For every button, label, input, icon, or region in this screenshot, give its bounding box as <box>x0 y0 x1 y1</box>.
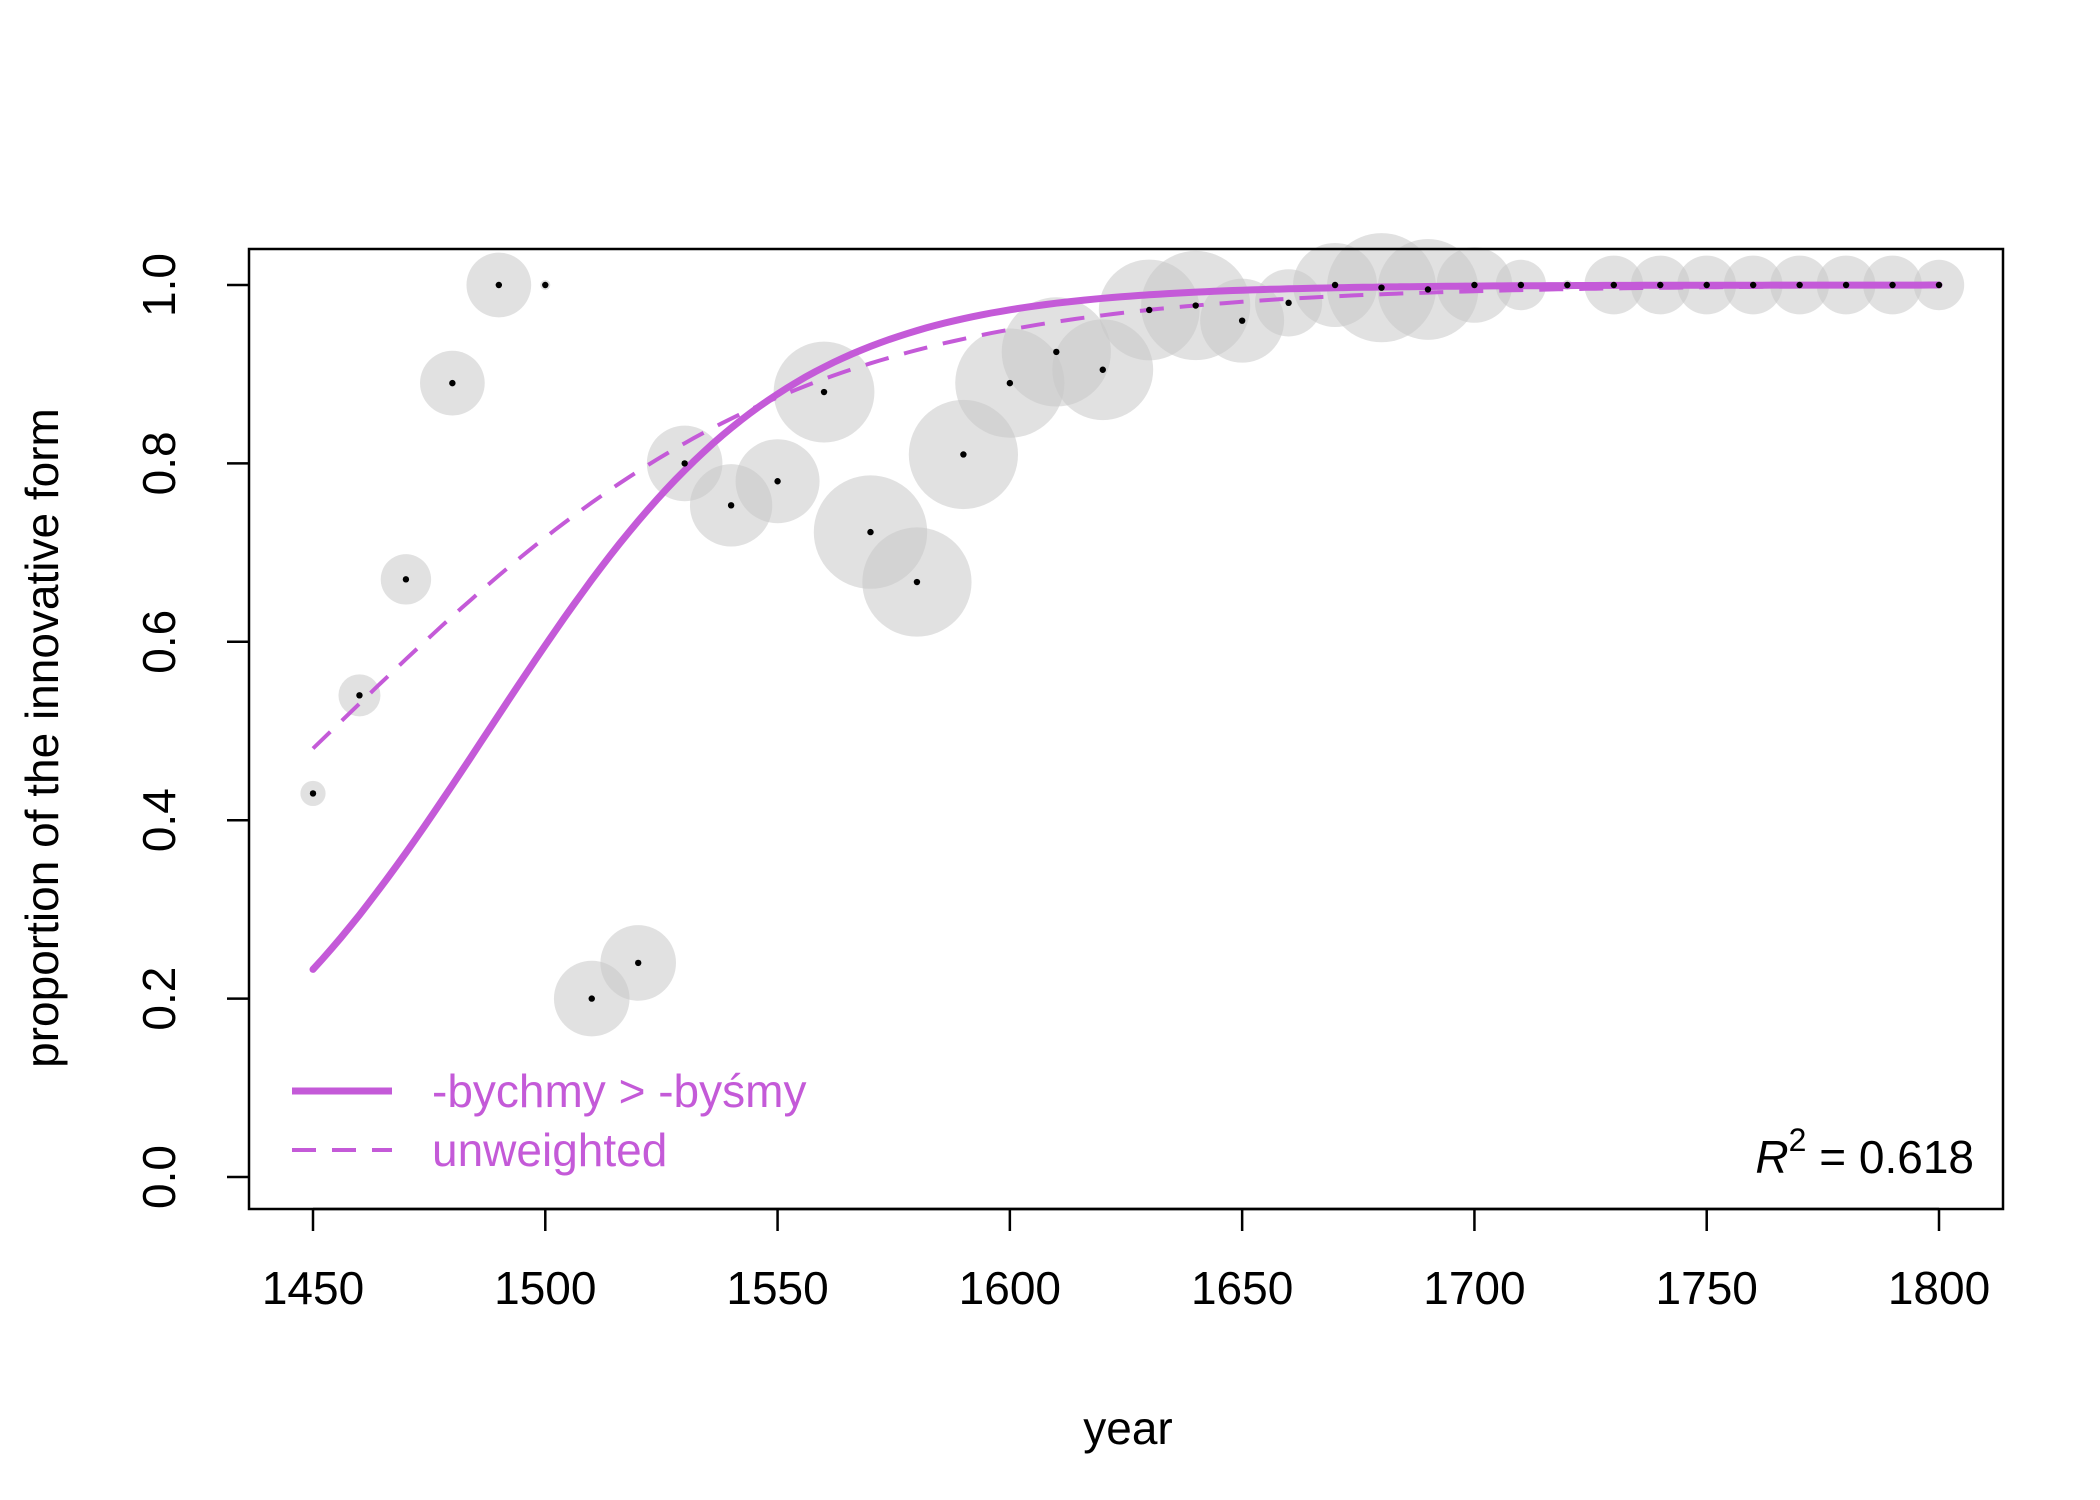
r-squared-annotation: R2 = 0.618 <box>1755 1122 1974 1183</box>
data-point <box>309 790 317 797</box>
data-point <box>1238 317 1246 324</box>
y-tick-label: 0.0 <box>133 1145 185 1209</box>
x-tick-label: 1550 <box>726 1262 828 1314</box>
data-point <box>1378 284 1385 291</box>
data-point <box>820 388 828 396</box>
x-tick-label: 1700 <box>1423 1262 1525 1314</box>
data-point <box>402 576 410 583</box>
data-point <box>542 281 549 289</box>
x-tick-label: 1800 <box>1888 1262 1990 1314</box>
data-point <box>1192 302 1199 309</box>
data-point <box>913 578 921 586</box>
data-point <box>1331 281 1339 289</box>
data-point <box>1889 281 1896 289</box>
data-point <box>1471 281 1478 289</box>
data-point <box>449 379 456 387</box>
data-point <box>727 502 735 509</box>
x-axis: 1450 1500 1550 1600 1650 1700 1750 1800 <box>262 1207 1990 1314</box>
x-tick-label: 1450 <box>262 1262 364 1314</box>
data-point <box>1517 281 1525 289</box>
data-point <box>1424 286 1432 293</box>
data-point <box>635 959 642 967</box>
data-point <box>1146 306 1153 314</box>
x-tick-label: 1750 <box>1656 1262 1758 1314</box>
x-tick-label: 1650 <box>1191 1262 1293 1314</box>
y-tick-label: 1.0 <box>133 253 185 317</box>
data-point <box>1657 281 1664 289</box>
data-point <box>1796 281 1803 289</box>
legend: -bychmy > -byśmy unweighted <box>292 1065 806 1176</box>
y-tick-label: 0.6 <box>133 610 185 674</box>
data-point <box>588 995 595 1002</box>
data-point <box>1610 281 1618 289</box>
y-axis: 0.0 0.2 0.4 0.6 0.8 1.0 <box>133 253 249 1209</box>
x-axis-title: year <box>1083 1402 1172 1454</box>
data-point <box>356 692 363 699</box>
data-point <box>867 528 874 536</box>
legend-label-unweighted: unweighted <box>432 1124 667 1176</box>
data-point <box>1935 281 1943 289</box>
data-point <box>1842 281 1850 289</box>
data-point <box>1703 281 1710 289</box>
fit-line-unweighted <box>311 283 1940 750</box>
data-point <box>1053 348 1060 356</box>
data-point <box>681 460 688 467</box>
data-point <box>1006 379 1014 387</box>
y-tick-label: 0.2 <box>133 967 185 1031</box>
legend-label-weighted: -bychmy > -byśmy <box>432 1065 806 1117</box>
x-tick-label: 1600 <box>959 1262 1061 1314</box>
data-point <box>1099 366 1106 373</box>
r-squared-superscript: 2 <box>1789 1122 1807 1158</box>
y-tick-label: 0.8 <box>133 431 185 495</box>
point-layer <box>309 281 1943 1002</box>
data-point <box>495 281 503 289</box>
y-tick-label: 0.4 <box>133 788 185 852</box>
data-point <box>1749 281 1757 289</box>
r-squared-value: = 0.618 <box>1806 1131 1974 1183</box>
fit-line-layer <box>309 281 1943 973</box>
data-point <box>960 451 967 458</box>
y-axis-title: proportion of the innovative form <box>16 408 68 1068</box>
data-point <box>774 478 781 485</box>
fit-line-weighted <box>309 281 1943 973</box>
data-point <box>1564 281 1571 289</box>
r-squared-label: R <box>1755 1131 1788 1183</box>
data-point <box>1285 299 1292 307</box>
x-tick-label: 1500 <box>494 1262 596 1314</box>
